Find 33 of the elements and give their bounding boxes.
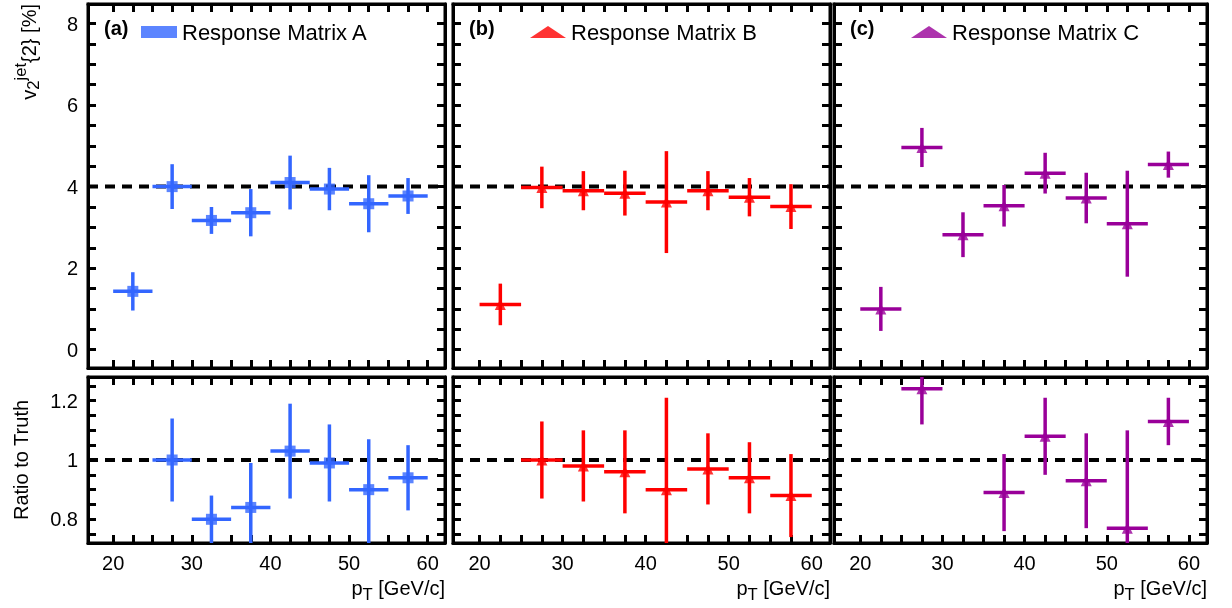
y-tick-label: 8	[66, 12, 78, 35]
y-tick-label: 2	[66, 257, 78, 280]
x-tick-label: 40	[1013, 552, 1036, 574]
x-tick-label: 20	[102, 552, 125, 574]
x-tick-label: 20	[468, 552, 491, 574]
y-axis-title: Ratio to Truth	[10, 398, 32, 523]
y-tick-label: 6	[66, 94, 78, 117]
y-tick-label: 0.8	[50, 508, 78, 531]
y-tick-label: 4	[66, 175, 78, 198]
y-tick-label: 1	[66, 449, 78, 471]
x-tick-label: 20	[849, 552, 872, 574]
x-tick-label: 30	[931, 552, 954, 574]
x-tick-label: 60	[416, 552, 439, 574]
x-axis-title: p$_{T}$ [GeV/c]	[736, 577, 830, 606]
annotation: (b)	[469, 17, 495, 39]
x-tick-label: 60	[1177, 552, 1201, 574]
x-axis-title: p$_{T}$ [GeV/c]	[1113, 577, 1207, 606]
x-tick-label: 30	[551, 552, 574, 574]
y-tick-label: 1.2	[50, 389, 78, 412]
legend-label: Response Matrix B	[571, 19, 757, 45]
x-tick-label: 40	[259, 552, 282, 574]
x-tick-label: 30	[180, 552, 203, 574]
legend-label: Response Matrix C	[952, 19, 1140, 45]
annotation: (a)	[104, 17, 129, 39]
x-tick-label: 50	[717, 552, 740, 574]
x-axis-title: p$_{T}$ [GeV/c]	[351, 577, 445, 606]
x-tick-label: 40	[634, 552, 657, 574]
annotation: (c)	[850, 17, 875, 39]
y-tick-label: 0	[66, 338, 78, 361]
legend-label: Response Matrix A	[182, 19, 367, 45]
x-tick-label: 50	[1095, 552, 1118, 574]
x-tick-label: 60	[800, 552, 823, 574]
x-tick-label: 50	[337, 552, 361, 574]
